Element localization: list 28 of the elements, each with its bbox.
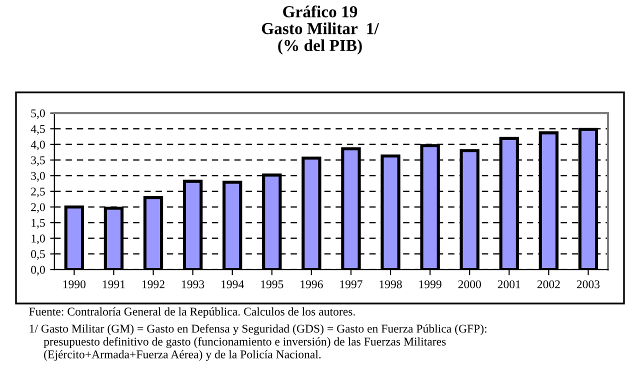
y-tick-label: 0,5	[31, 250, 45, 260]
y-tick-label: 5,0	[31, 109, 45, 120]
y-tick-label: 3,5	[31, 156, 45, 166]
x-tick-label: 2000	[458, 280, 481, 288]
text: 1/ Gasto Militar (GM) = Gasto en Defensa y Seguridad (GDS) = Gasto en Fuerza Pública (GFP): presupuesto definitivo de gasto (funcionamiento e inversión) de las Fuerzas Militares (Ejército+Armada+Fuerza Aérea) y de la Policía Nacional.	[30, 324, 486, 361]
y-tick-label: 2,5	[31, 188, 45, 198]
y-tick-label: 3,0	[31, 172, 45, 182]
x-tick-label: 1993	[182, 280, 204, 288]
x-tick-label: 2003	[576, 280, 600, 288]
x-tick-label: 1999	[419, 280, 442, 288]
x-tick-label: 1994	[222, 280, 244, 288]
x-tick-label: 1991	[102, 280, 125, 288]
x-tick-label: 1990	[63, 280, 86, 288]
y-tick-label: 1,0	[32, 234, 45, 244]
y-tick-label: 2,0	[31, 203, 45, 213]
x-tick-label: 1992	[142, 280, 164, 288]
x-tick-label: 2001	[498, 280, 520, 288]
y-tick-label: 1,5	[32, 218, 45, 229]
y-tick-label: 4,5	[30, 125, 45, 135]
x-tick-label: 1998	[380, 280, 402, 288]
x-tick-label: 2002	[537, 280, 560, 288]
y-tick-label: 0,0	[31, 266, 45, 276]
y-tick-label: 4,0	[30, 140, 45, 150]
x-tick-label: 1995	[261, 280, 284, 288]
x-tick-label: 1996	[300, 280, 323, 288]
chart-title: Gráfico 19 Gasto Militar 1/ (% del PIB)	[262, 5, 380, 54]
source-note: Fuente: Contraloría General de la República. Calculos de los autores.	[29, 307, 355, 318]
x-tick-label: 1997	[340, 280, 362, 288]
